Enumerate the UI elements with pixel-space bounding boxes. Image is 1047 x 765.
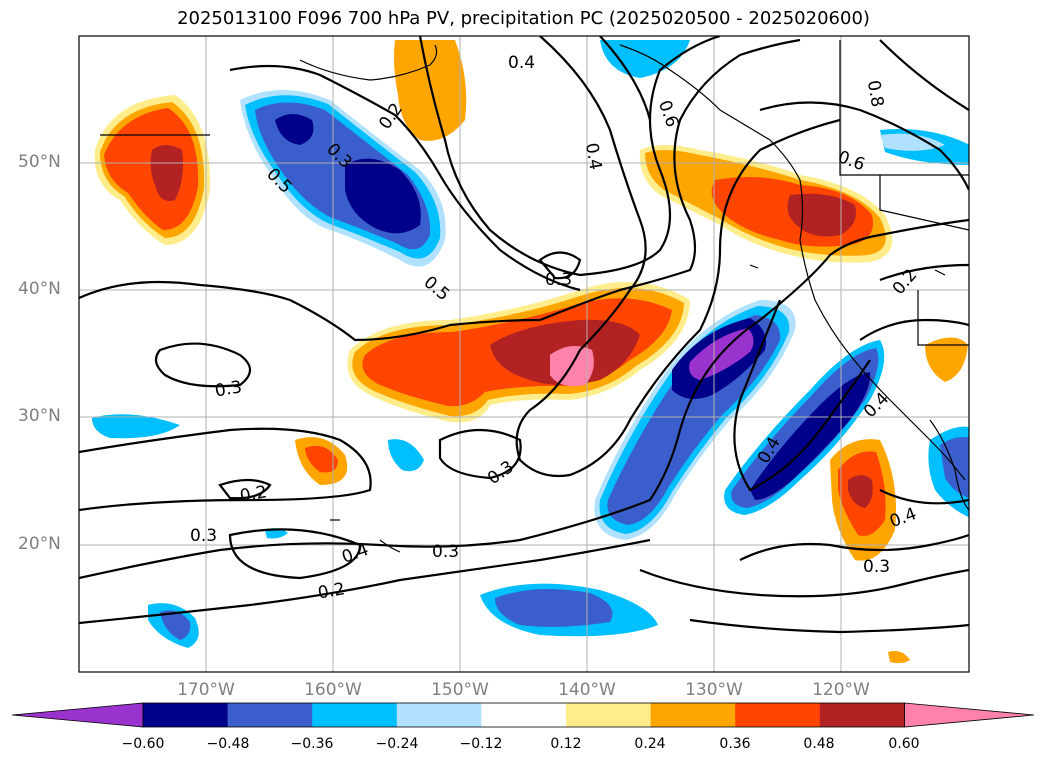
contour-label: 0.3 [432, 542, 459, 562]
colorbar-tick: 0.24 [634, 736, 666, 752]
colorbar-tick: 0.60 [888, 736, 920, 752]
contour-label: 0.4 [581, 141, 605, 171]
contour-label: 0.3 [545, 270, 572, 290]
lat-label: 30°N [18, 406, 61, 426]
lon-label: 140°W [558, 680, 616, 700]
lon-label: 120°W [812, 680, 870, 700]
contour-label: 0.3 [484, 457, 518, 489]
colorbar-border [142, 702, 905, 728]
colorbar-extend-max [904, 702, 1035, 728]
lat-label: 40°N [18, 279, 61, 299]
contour-label: 0.5 [420, 272, 454, 305]
colorbar-tick: 0.12 [550, 736, 582, 752]
colorbar-segment [312, 703, 398, 727]
map-frame [78, 35, 970, 673]
lon-label: 130°W [685, 680, 743, 700]
colorbar-tick: −0.24 [375, 736, 419, 752]
lon-label: 170°W [177, 680, 235, 700]
colorbar-tick: −0.12 [459, 736, 503, 752]
colorbar-segment [735, 703, 821, 727]
contour-label: 0.4 [508, 53, 535, 73]
contour-label: 0.3 [190, 526, 217, 546]
lat-label: 50°N [18, 152, 61, 172]
colorbar-segment [819, 703, 905, 727]
lat-label: 20°N [18, 534, 61, 554]
colorbar-tick: −0.48 [206, 736, 250, 752]
colorbar-extend-min [11, 702, 144, 728]
colorbar-tick: −0.36 [290, 736, 334, 752]
contour-label: 0.3 [213, 377, 243, 401]
pv-contours [79, 36, 969, 634]
coastlines [100, 40, 969, 553]
colorbar-segment [481, 703, 567, 727]
lon-label: 150°W [431, 680, 489, 700]
contour-label: 0.2 [238, 482, 268, 506]
colorbar-segment [143, 703, 229, 727]
contour-label: 0.3 [863, 557, 890, 577]
contour-label: 0.2 [316, 579, 346, 603]
figure-title: 2025013100 F096 700 hPa PV, precipitatio… [177, 8, 870, 29]
colorbar-segment [650, 703, 736, 727]
colorbar-tick: 0.36 [719, 736, 751, 752]
lon-label: 160°W [304, 680, 362, 700]
colorbar-segment [227, 703, 313, 727]
contour-label: 0.8 [863, 79, 887, 109]
colorbar-segment [566, 703, 652, 727]
colorbar-tick: 0.48 [803, 736, 835, 752]
colorbar-tick: −0.60 [121, 736, 165, 752]
colorbar [11, 702, 1035, 728]
colorbar-segment [396, 703, 482, 727]
precip-shading [92, 40, 969, 664]
